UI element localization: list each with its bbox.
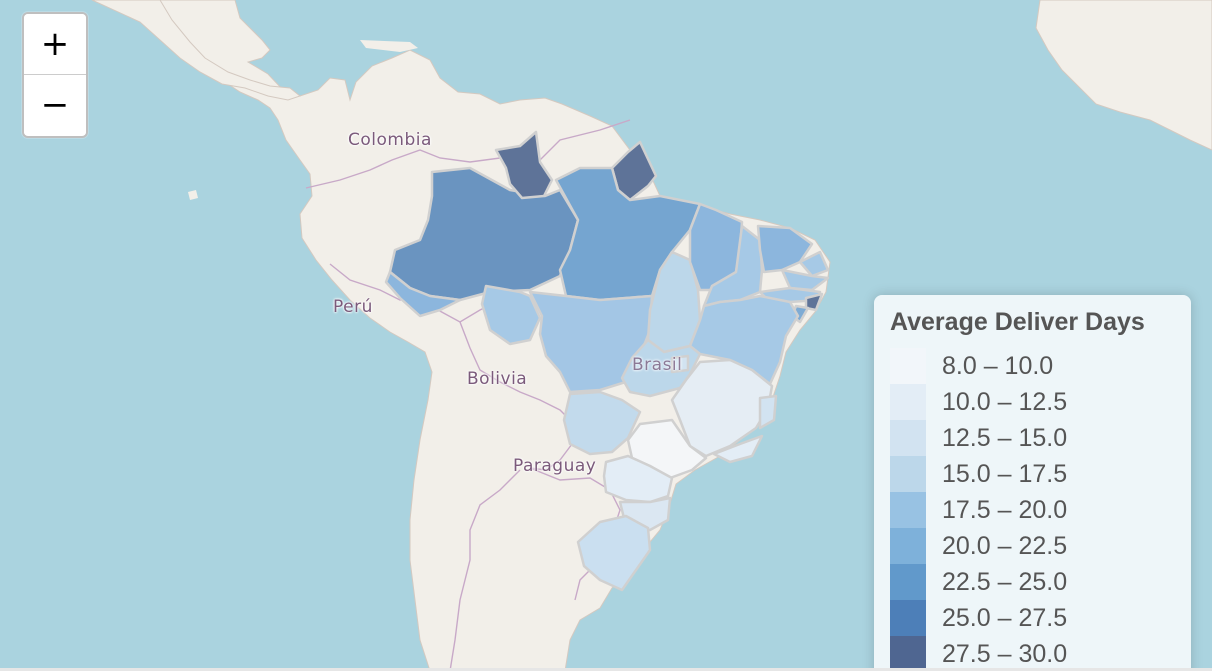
label-brasil: Brasil [632, 355, 683, 375]
legend-label: 20.0 – 22.5 [942, 531, 1068, 560]
state-espirito-santo [758, 394, 778, 430]
legend-label: 10.0 – 12.5 [942, 387, 1068, 416]
island [188, 190, 198, 200]
label-paraguay: Paraguay [513, 456, 597, 476]
state-alagoas [804, 292, 824, 312]
legend: Average Deliver Days 8.0 – 10.0 10.0 – 1… [874, 295, 1191, 671]
state-mato-grosso [528, 290, 654, 394]
state-rondonia [480, 284, 542, 346]
zoom-control: + − [22, 12, 88, 138]
legend-swatch [890, 420, 926, 456]
label-peru: Perú [333, 297, 373, 317]
legend-item: 8.0 – 10.0 [890, 348, 1053, 384]
state-ceara [756, 224, 814, 274]
legend-title: Average Deliver Days [890, 308, 1145, 336]
legend-swatch [890, 636, 926, 671]
legend-label: 25.0 – 27.5 [942, 603, 1068, 632]
country-borders [305, 119, 631, 671]
legend-swatch [890, 492, 926, 528]
state-minas-gerais [670, 358, 774, 458]
legend-label: 22.5 – 25.0 [942, 567, 1068, 596]
zoom-in-button[interactable]: + [24, 14, 86, 75]
legend-swatch [890, 456, 926, 492]
central-america-land [91, 0, 302, 101]
legend-item: 15.0 – 17.5 [890, 456, 1067, 492]
label-bolivia: Bolivia [467, 369, 528, 389]
label-colombia: Colombia [348, 130, 432, 150]
legend-item: 17.5 – 20.0 [890, 492, 1067, 528]
legend-label: 27.5 – 30.0 [942, 639, 1068, 668]
state-rn [798, 250, 830, 278]
legend-item: 20.0 – 22.5 [890, 528, 1067, 564]
legend-item: 25.0 – 27.5 [890, 600, 1067, 636]
legend-swatch [890, 528, 926, 564]
africa-land [1035, 0, 1212, 151]
state-df [670, 354, 690, 374]
state-roraima [494, 130, 554, 200]
legend-item: 12.5 – 15.0 [890, 420, 1067, 456]
zoom-out-button[interactable]: − [24, 75, 86, 135]
legend-item: 27.5 – 30.0 [890, 636, 1067, 671]
state-mato-grosso-do-sul [562, 390, 642, 456]
legend-label: 17.5 – 20.0 [942, 495, 1068, 524]
state-rio-de-janeiro [712, 434, 764, 464]
legend-item: 22.5 – 25.0 [890, 564, 1067, 600]
state-acre [384, 270, 462, 318]
legend-label: 15.0 – 17.5 [942, 459, 1068, 488]
legend-label: 8.0 – 10.0 [942, 351, 1054, 380]
legend-swatch [890, 384, 926, 420]
legend-item: 10.0 – 12.5 [890, 384, 1067, 420]
legend-label: 12.5 – 15.0 [942, 423, 1068, 452]
legend-swatch [890, 600, 926, 636]
state-bahia [688, 294, 800, 386]
map-bottom-edge [0, 668, 1212, 671]
legend-swatch [890, 348, 926, 384]
state-rio-grande-do-sul [576, 514, 652, 592]
legend-swatch [890, 564, 926, 600]
brazil-states [384, 130, 830, 592]
state-paraiba [780, 268, 830, 292]
island [360, 40, 418, 52]
